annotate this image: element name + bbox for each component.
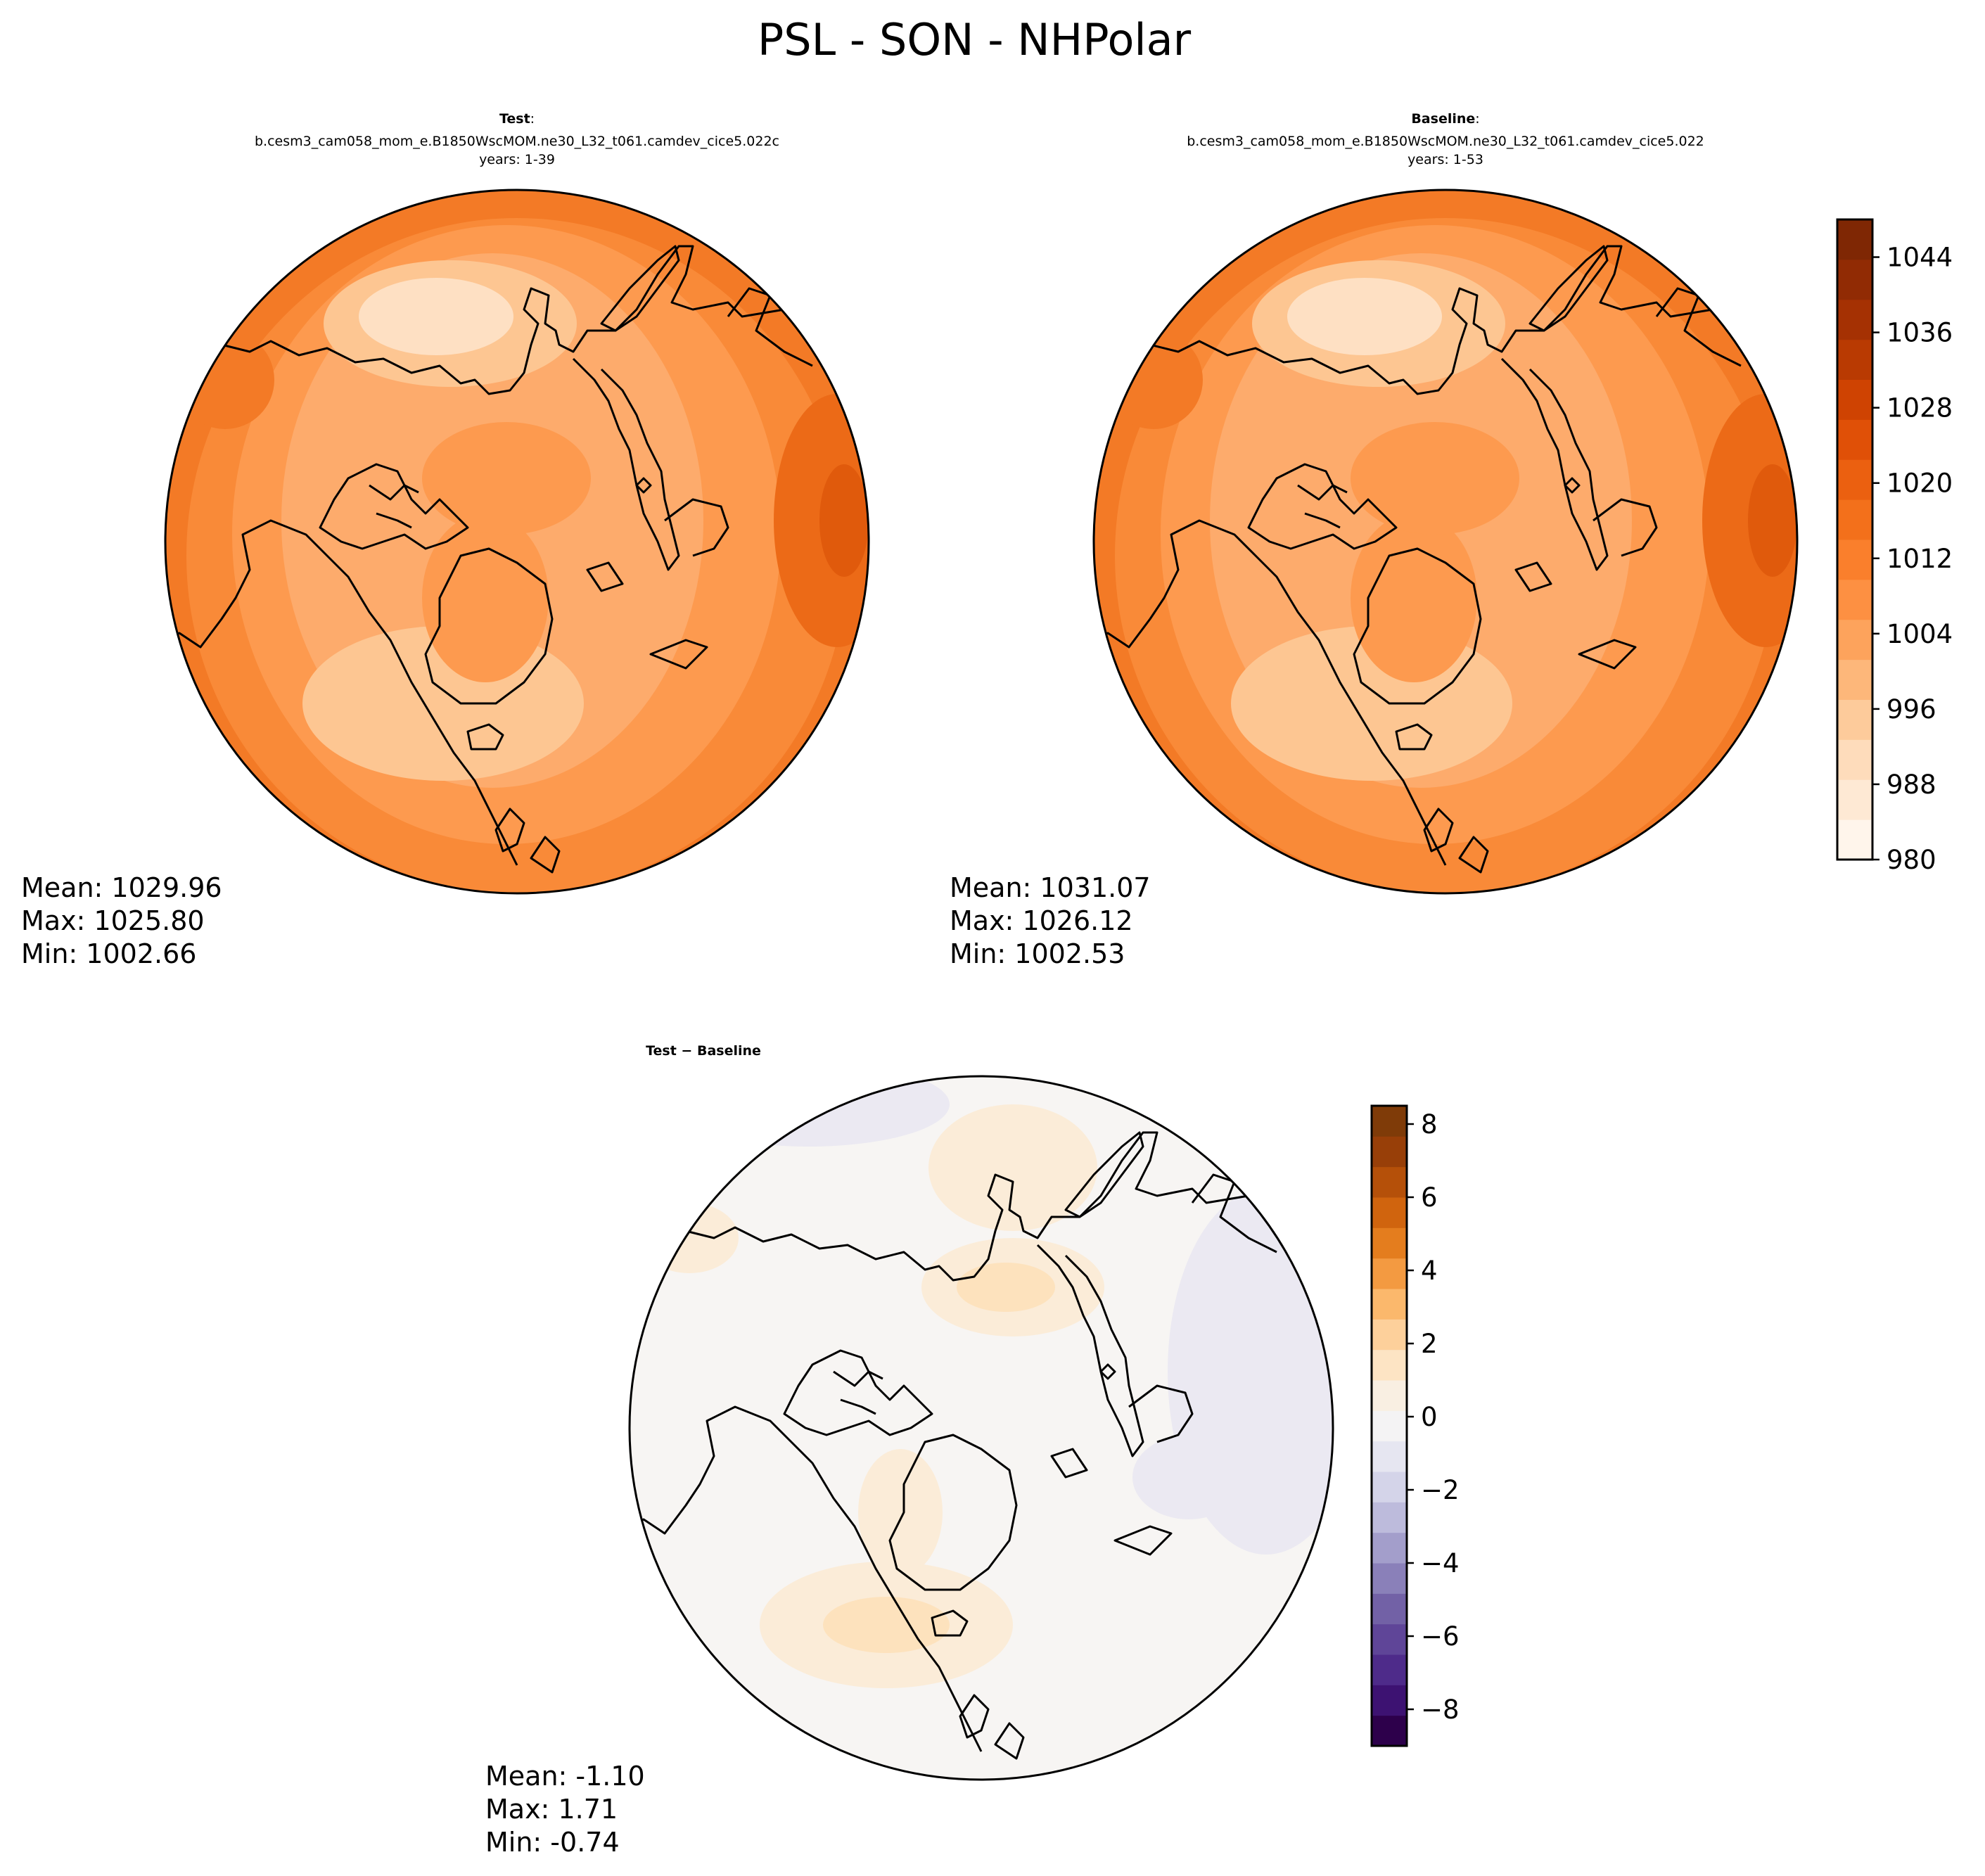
panel-diff: Test − Baseline Mean: -1.10 Max: 1.71 Mi… — [485, 1043, 1334, 1858]
colorbar-segment — [1837, 419, 1872, 460]
panel-test-case: b.cesm3_cam058_mom_e.B1850WscMOM.ne30_L3… — [255, 134, 779, 149]
panel-test-years: years: 1-39 — [479, 152, 555, 167]
colorbar-segment — [1837, 459, 1872, 500]
colorbar-field: 980 988 996 1004 1012 1020 1028 1036 1044 — [1836, 218, 1953, 875]
panel-diff-min: Min: -0.74 — [485, 1827, 620, 1858]
panel-baseline-years: years: 1-53 — [1408, 152, 1483, 167]
colorbar-tick-label: 1036 — [1887, 318, 1953, 348]
colorbar-segment — [1372, 1623, 1407, 1655]
panel-diff-title: Test − Baseline — [646, 1043, 761, 1059]
map-diff-boundary — [628, 1075, 1334, 1781]
colorbar-segment — [1372, 1289, 1407, 1320]
panel-test-title-bold: Test — [499, 111, 530, 127]
colorbar-segment — [1837, 659, 1872, 700]
colorbar-segment — [1372, 1319, 1407, 1351]
colorbar-frame — [1370, 1104, 1408, 1747]
colorbar-tick-label: 1044 — [1887, 243, 1953, 273]
colorbar-segment — [1837, 579, 1872, 620]
panel-baseline-title: Baseline: — [1411, 111, 1479, 127]
map-baseline — [1094, 190, 1797, 893]
colorbar-segment — [1372, 1593, 1407, 1625]
colorbar-segment — [1372, 1227, 1407, 1259]
colorbar-tick-label: 4 — [1421, 1256, 1438, 1286]
colorbar-segment — [1372, 1685, 1407, 1716]
colorbar-segment — [1372, 1532, 1407, 1564]
colorbar-frame — [1836, 218, 1874, 861]
colorbar-tick-label: 980 — [1887, 845, 1936, 875]
panel-test-mean: Mean: 1029.96 — [21, 872, 222, 903]
colorbar-segment — [1837, 499, 1872, 540]
colorbar-segment — [1372, 1166, 1407, 1198]
map-test-boundary — [164, 189, 870, 895]
panel-baseline-case: b.cesm3_cam058_mom_e.B1850WscMOM.ne30_L3… — [1187, 134, 1704, 149]
panel-test-title: Test: — [499, 111, 535, 127]
colorbar-tick-label: 1012 — [1887, 544, 1953, 574]
colorbar-tick-label: 1028 — [1887, 393, 1953, 423]
colorbar-tick-label: 6 — [1421, 1182, 1438, 1213]
colorbar-segment — [1372, 1197, 1407, 1228]
colorbar-segment — [1372, 1380, 1407, 1411]
figure-title: PSL - SON - NHPolar — [758, 14, 1192, 65]
colorbar-segment — [1372, 1106, 1407, 1137]
panel-test-min: Min: 1002.66 — [21, 938, 196, 969]
colorbar-segment — [1372, 1472, 1407, 1502]
panel-baseline-mean: Mean: 1031.07 — [950, 872, 1151, 903]
colorbar-segment — [1372, 1441, 1407, 1472]
colorbar-tick-label: −4 — [1421, 1548, 1460, 1578]
panel-baseline: Baseline: b.cesm3_cam058_mom_e.B1850WscM… — [950, 111, 1799, 969]
panel-baseline-min: Min: 1002.53 — [950, 938, 1125, 969]
colorbar-segment — [1372, 1715, 1407, 1747]
colorbar-segment — [1372, 1258, 1407, 1289]
colorbar-tick-label: 996 — [1887, 694, 1936, 725]
panel-diff-mean: Mean: -1.10 — [485, 1761, 645, 1792]
map-test — [165, 190, 869, 893]
colorbar-segment — [1372, 1136, 1407, 1168]
panel-test: Test: b.cesm3_cam058_mom_e.B1850WscMOM.n… — [21, 111, 870, 969]
colorbar-segment — [1837, 779, 1872, 820]
panel-baseline-title-sep: : — [1475, 111, 1479, 127]
panel-test-title-sep: : — [530, 111, 535, 127]
colorbar-segment — [1372, 1502, 1407, 1533]
colorbar-segment — [1837, 819, 1872, 860]
colorbar-tick-label: 0 — [1421, 1402, 1438, 1432]
colorbar-segment — [1837, 339, 1872, 380]
colorbar-diff: −8 −6 −4 −2 0 2 4 6 8 — [1370, 1104, 1460, 1747]
panel-test-max: Max: 1025.80 — [21, 905, 205, 936]
colorbar-tick-label: 988 — [1887, 770, 1936, 800]
colorbar-segment — [1837, 540, 1872, 580]
colorbar-segment — [1372, 1410, 1407, 1442]
panel-diff-max: Max: 1.71 — [485, 1794, 618, 1825]
colorbar-segment — [1372, 1654, 1407, 1685]
colorbar-segment — [1372, 1349, 1407, 1381]
colorbar-tick-label: −2 — [1421, 1475, 1460, 1505]
colorbar-segment — [1372, 1563, 1407, 1594]
colorbar-tick-label: −6 — [1421, 1621, 1460, 1652]
colorbar-segment — [1837, 259, 1872, 300]
colorbar-tick-label: −8 — [1421, 1695, 1460, 1725]
map-baseline-boundary — [1092, 189, 1799, 895]
colorbar-segment — [1837, 219, 1872, 260]
colorbar-segment — [1837, 619, 1872, 661]
colorbar-tick-label: 1020 — [1887, 468, 1953, 499]
panel-baseline-title-bold: Baseline — [1411, 111, 1475, 127]
colorbar-tick-label: 8 — [1421, 1109, 1438, 1140]
colorbar-tick-label: 2 — [1421, 1329, 1438, 1359]
colorbar-segment — [1837, 379, 1872, 420]
colorbar-tick-label: 1004 — [1887, 619, 1953, 649]
colorbar-segment — [1837, 739, 1872, 780]
panel-baseline-max: Max: 1026.12 — [950, 905, 1133, 936]
colorbar-segment — [1837, 299, 1872, 340]
colorbar-segment — [1837, 699, 1872, 740]
